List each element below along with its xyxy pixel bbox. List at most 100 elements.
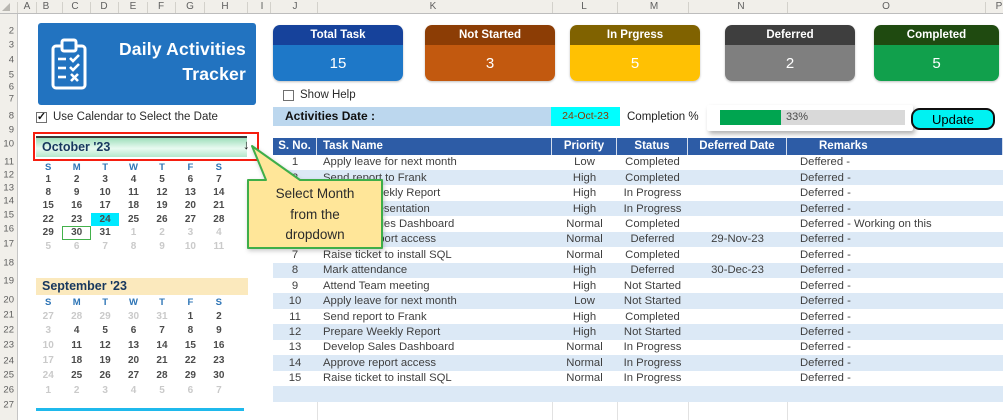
calendar-day[interactable]: 21: [156, 355, 168, 367]
table-cell-status[interactable]: In Progress: [623, 341, 682, 354]
row-header-14[interactable]: 14: [3, 195, 14, 207]
column-header-B[interactable]: B: [42, 1, 50, 12]
table-cell-no[interactable]: 11: [289, 310, 301, 323]
table-cell-priority[interactable]: Normal: [566, 233, 603, 246]
calendar-day[interactable]: 7: [159, 325, 165, 337]
table-cell-task[interactable]: Apply leave for next month: [323, 156, 457, 169]
calendar-day[interactable]: 27: [127, 370, 140, 382]
row-header-21[interactable]: 21: [3, 309, 14, 321]
calendar-day[interactable]: 1: [130, 227, 137, 239]
calendar-day[interactable]: 9: [73, 186, 80, 198]
calendar-day[interactable]: 26: [99, 370, 111, 382]
table-cell-remarks[interactable]: Deferred - Working on this: [800, 217, 932, 230]
column-header-D[interactable]: D: [100, 1, 108, 12]
calendar-day[interactable]: 5: [159, 385, 165, 396]
row-header-19[interactable]: 19: [3, 275, 14, 287]
row-header-6[interactable]: 6: [8, 81, 14, 93]
table-row[interactable]: 15 Raise ticket to install SQL Normal In Pr…: [273, 371, 1003, 386]
calendar-day[interactable]: 8: [130, 240, 137, 252]
row-header-11[interactable]: 11: [4, 156, 14, 168]
calendar-day[interactable]: 23: [213, 355, 225, 367]
table-cell-remarks[interactable]: Deferred -: [800, 295, 851, 308]
table-cell-task[interactable]: Raise ticket to install SQL: [323, 372, 452, 385]
calendar-day[interactable]: 18: [71, 355, 83, 367]
calendar-day[interactable]: 24: [42, 370, 54, 382]
table-cell-priority[interactable]: Normal: [566, 248, 603, 261]
table-cell-no[interactable]: 14: [288, 356, 302, 369]
column-header-L[interactable]: L: [581, 1, 587, 12]
calendar-day[interactable]: 5: [45, 240, 51, 252]
row-header-12[interactable]: 12: [3, 169, 14, 181]
table-cell-priority[interactable]: High: [572, 171, 597, 184]
column-header-A[interactable]: A: [23, 1, 31, 12]
column-header-E[interactable]: E: [129, 1, 137, 12]
row-header-26[interactable]: 26: [3, 384, 14, 396]
row-header-9[interactable]: 9: [8, 124, 14, 136]
calendar-day[interactable]: 4: [216, 227, 222, 239]
row-header-22[interactable]: 22: [3, 324, 14, 336]
calendar-day[interactable]: 9: [159, 240, 165, 252]
update-button[interactable]: Update: [911, 108, 995, 130]
calendar-day[interactable]: 17: [99, 200, 111, 212]
column-header-J[interactable]: J: [292, 1, 298, 12]
table-cell-status[interactable]: Completed: [625, 310, 680, 323]
table-cell-remarks[interactable]: Deferred -: [800, 356, 851, 369]
calendar-day[interactable]: 14: [213, 186, 225, 198]
calendar-day[interactable]: 6: [187, 173, 194, 185]
calendar-day[interactable]: 2: [216, 310, 222, 322]
column-header-G[interactable]: G: [186, 1, 194, 12]
calendar-day[interactable]: 22: [184, 355, 196, 367]
table-cell-deferred-date[interactable]: [688, 247, 787, 262]
table-row[interactable]: 1 Apply leave for next month Low Completed D…: [273, 155, 1003, 170]
table-cell-no[interactable]: 8: [291, 264, 299, 277]
calendar-day[interactable]: 29: [184, 370, 196, 382]
use-calendar-checkbox[interactable]: ✓ Use Calendar to Select the Date: [36, 111, 218, 123]
calendar-day[interactable]: 31: [99, 227, 111, 239]
table-cell-no[interactable]: 13: [288, 341, 302, 354]
calendar-day[interactable]: 2: [73, 173, 80, 185]
table-cell-priority[interactable]: Normal: [566, 356, 603, 369]
calendar-day[interactable]: 12: [156, 186, 168, 198]
calendar-day[interactable]: 13: [184, 186, 196, 198]
calendar-day[interactable]: 3: [45, 325, 51, 337]
calendar-day[interactable]: 15: [42, 200, 54, 212]
table-cell-task[interactable]: Prepare Weekly Report: [323, 326, 441, 339]
row-header-24[interactable]: 24: [3, 355, 14, 367]
table-cell-task[interactable]: Send report to Frank: [323, 310, 427, 323]
calendar-day[interactable]: 4: [73, 325, 80, 337]
calendar-day[interactable]: 16: [213, 340, 225, 352]
calendar-day[interactable]: 8: [187, 325, 194, 337]
calendar-day[interactable]: 10: [99, 186, 111, 198]
row-header-16[interactable]: 16: [3, 223, 14, 235]
table-cell-status[interactable]: In Progress: [623, 372, 682, 385]
table-cell-task[interactable]: Apply leave for next month: [323, 295, 457, 308]
table-cell-status[interactable]: Deferred: [630, 233, 675, 246]
calendar-day[interactable]: 19: [156, 200, 168, 212]
table-cell-task[interactable]: Develop Sales Dashboard: [323, 341, 455, 354]
column-header-P[interactable]: P: [995, 1, 1003, 12]
table-cell-status[interactable]: Completed: [625, 156, 680, 169]
column-header-H[interactable]: H: [221, 1, 229, 12]
table-cell-no[interactable]: 9: [291, 279, 299, 292]
row-header-25[interactable]: 25: [3, 369, 14, 381]
table-cell-priority[interactable]: High: [572, 279, 597, 292]
row-header-13[interactable]: 13: [3, 182, 14, 194]
column-header-O[interactable]: O: [882, 1, 890, 12]
calendar-day[interactable]: 5: [102, 325, 108, 337]
row-header-8[interactable]: 8: [8, 110, 14, 122]
table-cell-status[interactable]: Not Started: [623, 326, 682, 339]
table-cell-status[interactable]: Not Started: [623, 279, 682, 292]
table-cell-priority[interactable]: Normal: [566, 372, 603, 385]
calendar-day[interactable]: 23: [71, 213, 83, 225]
calendar-day[interactable]: 12: [99, 340, 111, 352]
table-cell-remarks[interactable]: Deferred -: [800, 279, 851, 292]
row-header-27[interactable]: 27: [3, 399, 14, 411]
calendar-day[interactable]: 7: [216, 173, 222, 185]
table-cell-remarks[interactable]: Deferred -: [800, 233, 851, 246]
table-cell-deferred-date[interactable]: [688, 185, 787, 200]
table-cell-deferred-date[interactable]: [688, 278, 787, 293]
column-header-F[interactable]: F: [157, 1, 165, 12]
table-cell-deferred-date[interactable]: [688, 170, 787, 185]
table-cell-priority[interactable]: High: [572, 187, 597, 200]
calendar-day[interactable]: 7: [102, 240, 108, 252]
